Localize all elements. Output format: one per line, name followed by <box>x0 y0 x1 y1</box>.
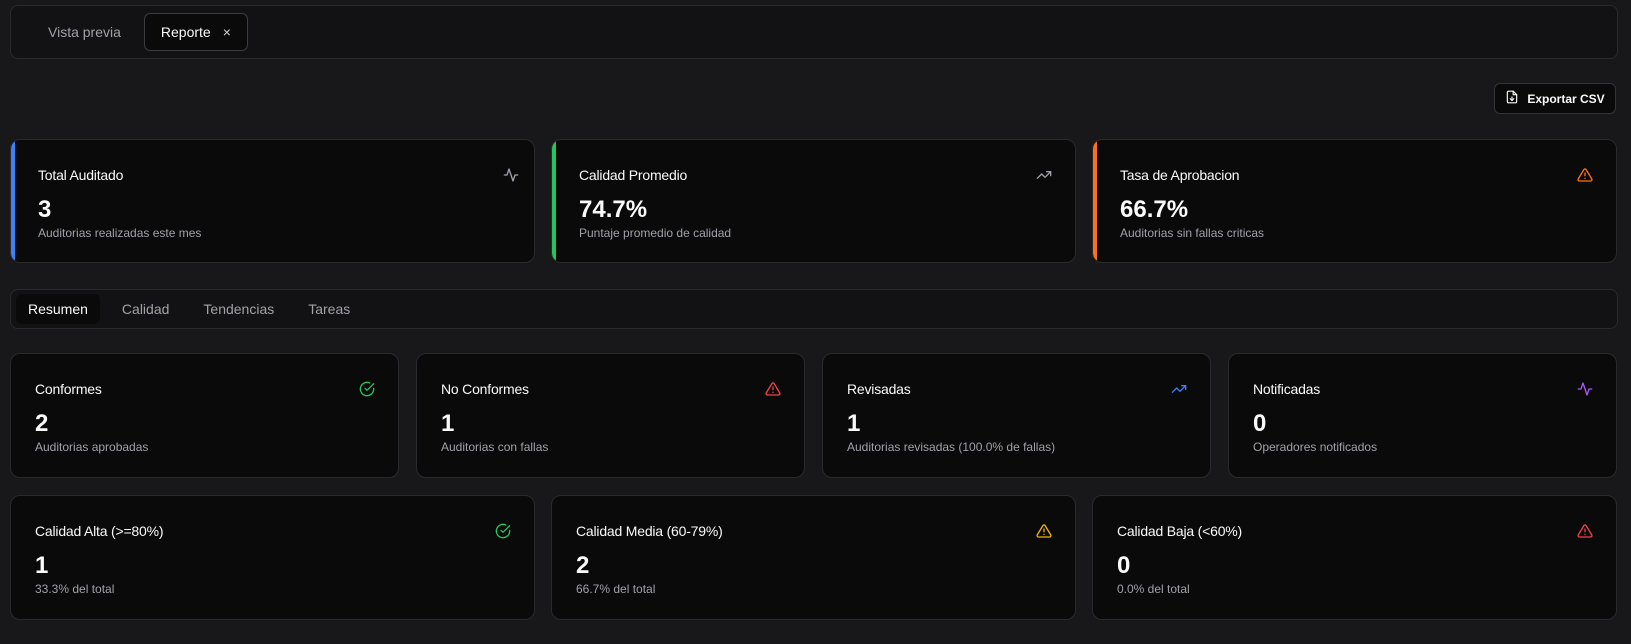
card-title: Notificadas <box>1253 381 1321 397</box>
activity-icon <box>1577 381 1593 397</box>
card-value: 1 <box>441 410 455 437</box>
warning-icon <box>1577 523 1593 539</box>
card-title: Total Auditado <box>38 167 124 183</box>
card-title: Calidad Media (60-79%) <box>576 523 723 539</box>
card-value: 3 <box>38 196 52 223</box>
card-value: 2 <box>35 410 49 437</box>
card-title: Conformes <box>35 381 102 397</box>
card-value: 0 <box>1117 552 1131 579</box>
card-accent <box>552 140 556 262</box>
tab-vista-previa[interactable]: Vista previa <box>25 13 144 51</box>
section-tabs: Resumen Calidad Tendencias Tareas <box>10 289 1618 329</box>
status-card-no-conformes: No Conformes 1 Auditorias con fallas <box>416 353 805 478</box>
card-title: Calidad Promedio <box>579 167 688 183</box>
card-value: 2 <box>576 552 590 579</box>
tab-reporte[interactable]: Reporte × <box>143 13 248 51</box>
card-value: 1 <box>35 552 49 579</box>
card-description: Auditorias realizadas este mes <box>38 226 202 240</box>
card-value: 1 <box>847 410 861 437</box>
status-card-notificadas: Notificadas 0 Operadores notificados <box>1228 353 1617 478</box>
tab-label: Reporte <box>160 24 211 40</box>
summary-card-total-auditado: Total Auditado 3 Auditorias realizadas e… <box>10 139 535 263</box>
card-description: Operadores notificados <box>1253 440 1378 454</box>
tab-tareas[interactable]: Tareas <box>308 301 351 317</box>
card-description: 0.0% del total <box>1117 582 1190 596</box>
card-description: Auditorias revisadas (100.0% de fallas) <box>847 440 1056 454</box>
tab-tendencias[interactable]: Tendencias <box>203 301 275 317</box>
status-card-conformes: Conformes 2 Auditorias aprobadas <box>10 353 399 478</box>
quality-card-media: Calidad Media (60-79%) 2 66.7% del total <box>551 495 1076 620</box>
activity-icon <box>503 167 519 183</box>
card-title: Calidad Alta (>=80%) <box>35 523 164 539</box>
warning-icon <box>1577 167 1593 183</box>
card-title: No Conformes <box>441 381 529 397</box>
tab-resumen[interactable]: Resumen <box>16 294 100 324</box>
card-title: Revisadas <box>847 381 911 397</box>
card-value: 0 <box>1253 410 1267 437</box>
close-icon[interactable]: × <box>222 24 231 40</box>
card-title: Calidad Baja (<60%) <box>1117 523 1242 539</box>
card-description: Puntaje promedio de calidad <box>579 226 732 240</box>
check-circle-icon <box>359 381 375 397</box>
card-description: Auditorias con fallas <box>441 440 549 454</box>
tab-label: Vista previa <box>48 24 121 40</box>
card-value: 74.7% <box>579 196 648 223</box>
file-download-icon <box>1505 90 1519 107</box>
tab-calidad[interactable]: Calidad <box>121 301 170 317</box>
trending-up-icon <box>1171 381 1187 397</box>
status-card-revisadas: Revisadas 1 Auditorias revisadas (100.0%… <box>822 353 1211 478</box>
summary-card-tasa-aprobacion: Tasa de Aprobacion 66.7% Auditorias sin … <box>1092 139 1617 263</box>
card-accent <box>11 140 15 262</box>
export-csv-button[interactable]: Exportar CSV <box>1494 83 1616 114</box>
warning-icon <box>765 381 781 397</box>
quality-card-alta: Calidad Alta (>=80%) 1 33.3% del total <box>10 495 535 620</box>
trending-up-icon <box>1036 167 1052 183</box>
summary-card-calidad-promedio: Calidad Promedio 74.7% Puntaje promedio … <box>551 139 1076 263</box>
card-accent <box>1093 140 1097 262</box>
card-description: 66.7% del total <box>576 582 656 596</box>
card-title: Tasa de Aprobacion <box>1120 167 1240 183</box>
window-tab-bar: Vista previa Reporte × <box>10 5 1618 59</box>
warning-icon <box>1036 523 1052 539</box>
quality-card-baja: Calidad Baja (<60%) 0 0.0% del total <box>1092 495 1617 620</box>
card-description: 33.3% del total <box>35 582 115 596</box>
export-label: Exportar CSV <box>1527 91 1605 106</box>
card-value: 66.7% <box>1120 196 1189 223</box>
card-description: Auditorias aprobadas <box>35 440 149 454</box>
check-circle-icon <box>495 523 511 539</box>
card-description: Auditorias sin fallas criticas <box>1120 226 1265 240</box>
